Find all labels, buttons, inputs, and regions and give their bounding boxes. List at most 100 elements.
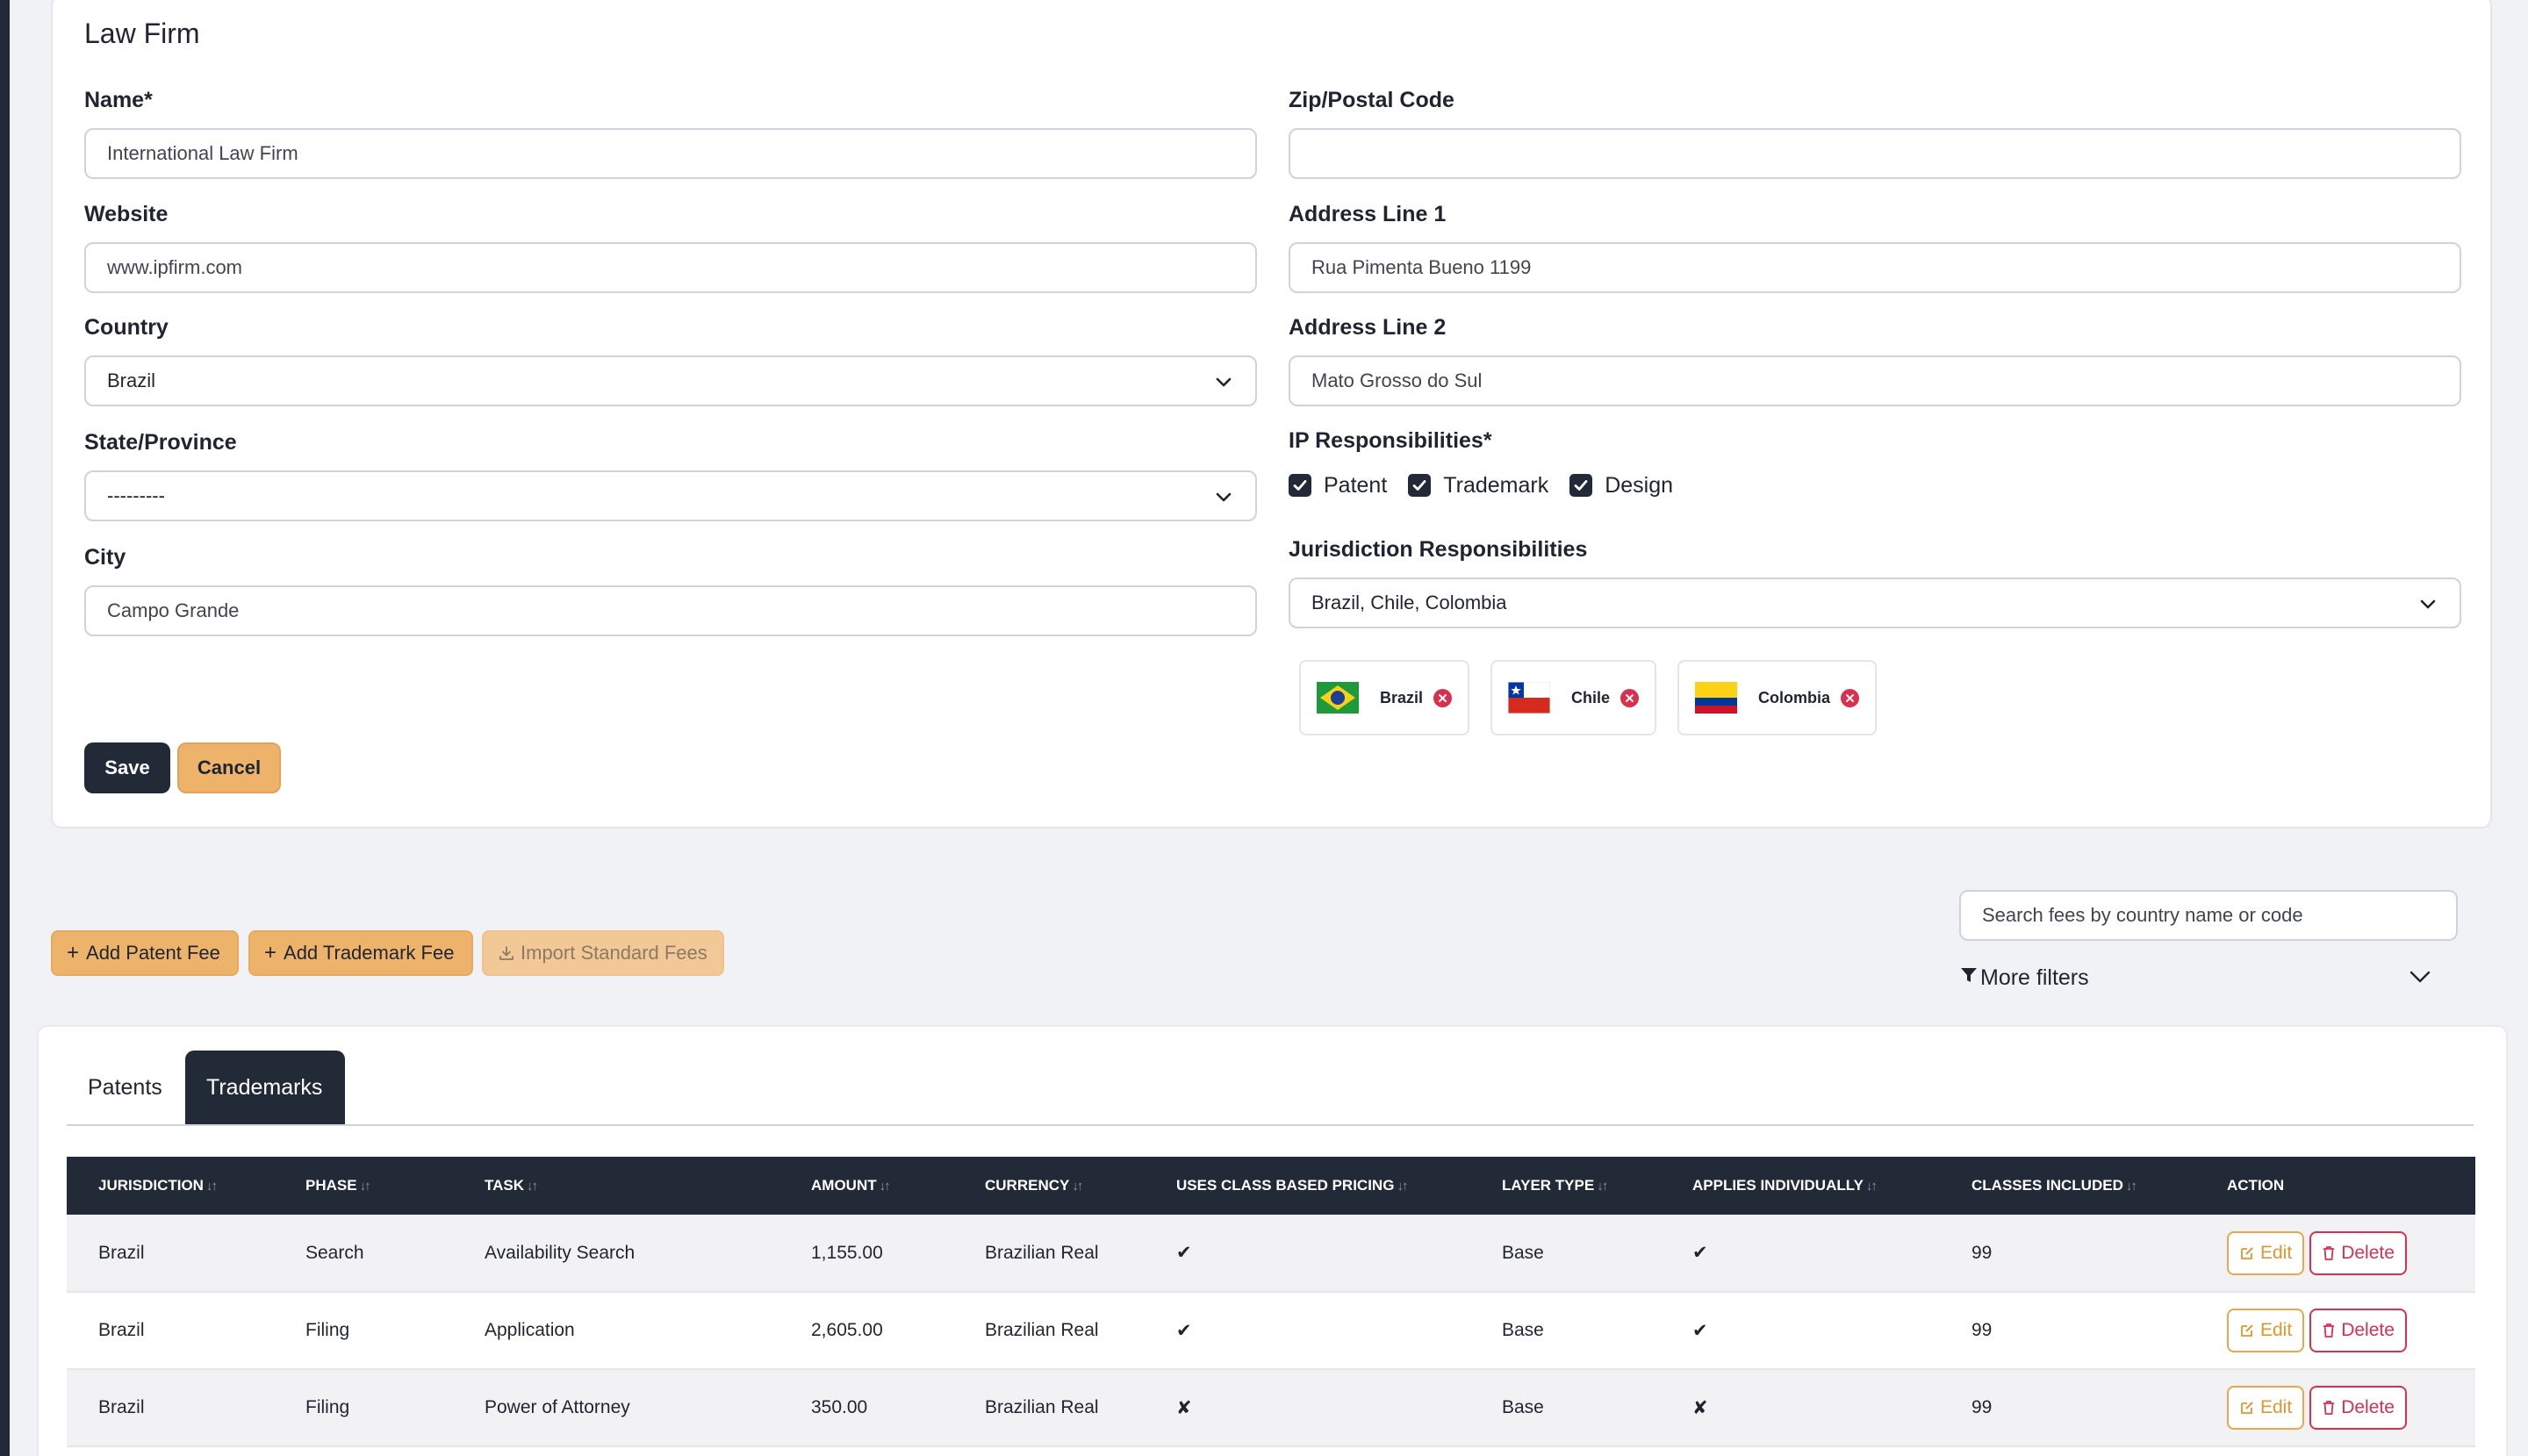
- cell-class-pricing-cross-icon: ✘: [1176, 1397, 1192, 1418]
- chip-label: Brazil: [1380, 688, 1424, 706]
- header-label: Currency: [985, 1177, 1070, 1194]
- tab-trademarks[interactable]: Trademarks: [185, 1051, 345, 1124]
- checkbox-checked-icon[interactable]: [1408, 474, 1432, 497]
- fees-search-input[interactable]: Search fees by country name or code: [1959, 890, 2458, 941]
- header-label: Phase: [305, 1177, 357, 1194]
- cell-layer-type: Base: [1502, 1320, 1544, 1340]
- jurisdiction-chip-chile: Chile: [1490, 660, 1657, 735]
- edit-icon: [2241, 1246, 2253, 1259]
- checkbox-checked-icon[interactable]: [1289, 474, 1311, 497]
- column-header-jurisdiction[interactable]: Jurisdiction ↓↑: [67, 1157, 274, 1215]
- cell-classes-included: 99: [1971, 1242, 1993, 1263]
- sort-icon: ↓↑: [1597, 1179, 1608, 1194]
- header-label: Uses Class Based Pricing: [1176, 1177, 1395, 1194]
- ip-option-label: Patent: [1324, 472, 1388, 498]
- remove-chip-icon[interactable]: [1841, 688, 1860, 707]
- jurisdiction-chips: Brazil Chile Colombia: [1299, 660, 1898, 735]
- import-standard-fees-button[interactable]: Import Standard Fees: [482, 930, 724, 976]
- cell-jurisdiction: Brazil: [98, 1397, 145, 1417]
- ip-option-label: Design: [1605, 472, 1674, 498]
- delete-button[interactable]: Delete: [2309, 1309, 2407, 1352]
- colombia-flag-icon: [1695, 682, 1738, 714]
- add-trademark-fee-button[interactable]: + Add Trademark Fee: [248, 930, 473, 976]
- zip-input[interactable]: [1289, 128, 2461, 179]
- fee-tabs: Patents Trademarks: [67, 1051, 2474, 1126]
- add-patent-fee-label: Add Patent Fee: [86, 942, 220, 964]
- chevron-down-icon: [1215, 373, 1232, 391]
- name-input[interactable]: International Law Firm: [84, 128, 1257, 179]
- sort-icon: ↓↑: [2125, 1179, 2137, 1194]
- save-button[interactable]: Save: [84, 742, 170, 793]
- edit-button[interactable]: Edit: [2227, 1230, 2305, 1275]
- column-header-amount[interactable]: Amount ↓↑: [779, 1157, 953, 1215]
- cell-layer-type: Base: [1502, 1242, 1544, 1263]
- trash-icon: [2323, 1401, 2335, 1415]
- column-header-classes-included[interactable]: Classes Included ↓↑: [1940, 1157, 2195, 1215]
- column-header-currency[interactable]: Currency ↓↑: [953, 1157, 1145, 1215]
- plus-icon: +: [67, 941, 80, 965]
- column-header-layer-type[interactable]: Layer Type ↓↑: [1470, 1157, 1661, 1215]
- jurisdiction-chip-brazil: Brazil: [1299, 660, 1470, 735]
- import-standard-fees-label: Import Standard Fees: [521, 942, 707, 964]
- edit-button[interactable]: Edit: [2227, 1386, 2305, 1430]
- more-filters-toggle[interactable]: More filters: [1959, 960, 2431, 995]
- sort-icon: ↓↑: [1397, 1179, 1408, 1194]
- cell-currency: Brazilian Real: [985, 1397, 1099, 1417]
- address-line-2-input[interactable]: Mato Grosso do Sul: [1289, 355, 2461, 406]
- state-select[interactable]: ---------: [84, 470, 1257, 521]
- table-header-row: Jurisdiction ↓↑ Phase ↓↑ Task ↓↑ Amount ↓↑ C…: [67, 1157, 2475, 1215]
- ip-option-trademark[interactable]: Trademark: [1408, 473, 1548, 498]
- state-label: State/Province: [84, 430, 237, 455]
- edit-button[interactable]: Edit: [2227, 1309, 2305, 1352]
- cell-task: Application: [485, 1320, 575, 1340]
- edit-label: Edit: [2260, 1397, 2293, 1417]
- jurisdiction-select[interactable]: Brazil, Chile, Colombia: [1289, 577, 2461, 628]
- header-label: Jurisdiction: [98, 1177, 204, 1194]
- delete-button[interactable]: Delete: [2309, 1386, 2407, 1430]
- address-line-1-input[interactable]: Rua Pimenta Bueno 1199: [1289, 242, 2461, 293]
- header-label: Layer Type: [1502, 1177, 1595, 1194]
- remove-chip-icon[interactable]: [1433, 688, 1453, 707]
- tab-patents[interactable]: Patents: [88, 1074, 162, 1100]
- sort-icon: ↓↑: [527, 1179, 538, 1194]
- add-trademark-fee-label: Add Trademark Fee: [284, 942, 455, 964]
- website-input[interactable]: www.ipfirm.com: [84, 242, 1257, 293]
- header-label: Amount: [811, 1177, 877, 1194]
- cell-phase: Search: [305, 1242, 364, 1263]
- edit-icon: [2241, 1324, 2253, 1337]
- city-label: City: [84, 545, 126, 570]
- column-header-applies-individually[interactable]: Applies Individually ↓↑: [1661, 1157, 1940, 1215]
- cell-task: Power of Attorney: [485, 1397, 630, 1417]
- checkbox-checked-icon[interactable]: [1569, 474, 1593, 497]
- cell-amount: 350.00: [811, 1397, 868, 1417]
- name-label: Name*: [84, 88, 153, 112]
- cell-amount: 1,155.00: [811, 1242, 883, 1263]
- column-header-phase[interactable]: Phase ↓↑: [274, 1157, 453, 1215]
- ip-option-patent[interactable]: Patent: [1289, 473, 1387, 498]
- delete-button[interactable]: Delete: [2309, 1230, 2407, 1275]
- ip-option-design[interactable]: Design: [1569, 473, 1673, 498]
- header-label: Task: [485, 1177, 525, 1194]
- sort-icon: ↓↑: [1072, 1179, 1083, 1194]
- table-row: Brazil Filing Application 2,605.00 Brazi…: [67, 1292, 2475, 1369]
- header-label: Applies Individually: [1692, 1177, 1864, 1194]
- column-header-class-pricing[interactable]: Uses Class Based Pricing ↓↑: [1145, 1157, 1470, 1215]
- download-icon: [498, 944, 515, 962]
- cancel-button[interactable]: Cancel: [177, 742, 281, 793]
- jurisdiction-label: Jurisdiction Responsibilities: [1289, 537, 1588, 562]
- cell-layer-type: Base: [1502, 1397, 1544, 1417]
- fees-card: [37, 1025, 2508, 1456]
- cell-actions: Edit Delete: [2195, 1369, 2475, 1446]
- add-patent-fee-button[interactable]: + Add Patent Fee: [51, 930, 239, 976]
- chevron-down-icon: [1215, 488, 1232, 506]
- ip-responsibilities-group: Patent Trademark Design: [1289, 470, 1694, 500]
- state-select-value: ---------: [107, 484, 165, 506]
- cell-phase: Filing: [305, 1320, 350, 1340]
- country-select[interactable]: Brazil: [84, 355, 1257, 406]
- city-input[interactable]: Campo Grande: [84, 585, 1257, 636]
- remove-chip-icon[interactable]: [1620, 688, 1640, 707]
- fees-table: Jurisdiction ↓↑ Phase ↓↑ Task ↓↑ Amount ↓↑ C…: [67, 1157, 2475, 1447]
- country-select-value: Brazil: [107, 369, 156, 391]
- column-header-action: Action: [2195, 1157, 2475, 1215]
- column-header-task[interactable]: Task ↓↑: [453, 1157, 779, 1215]
